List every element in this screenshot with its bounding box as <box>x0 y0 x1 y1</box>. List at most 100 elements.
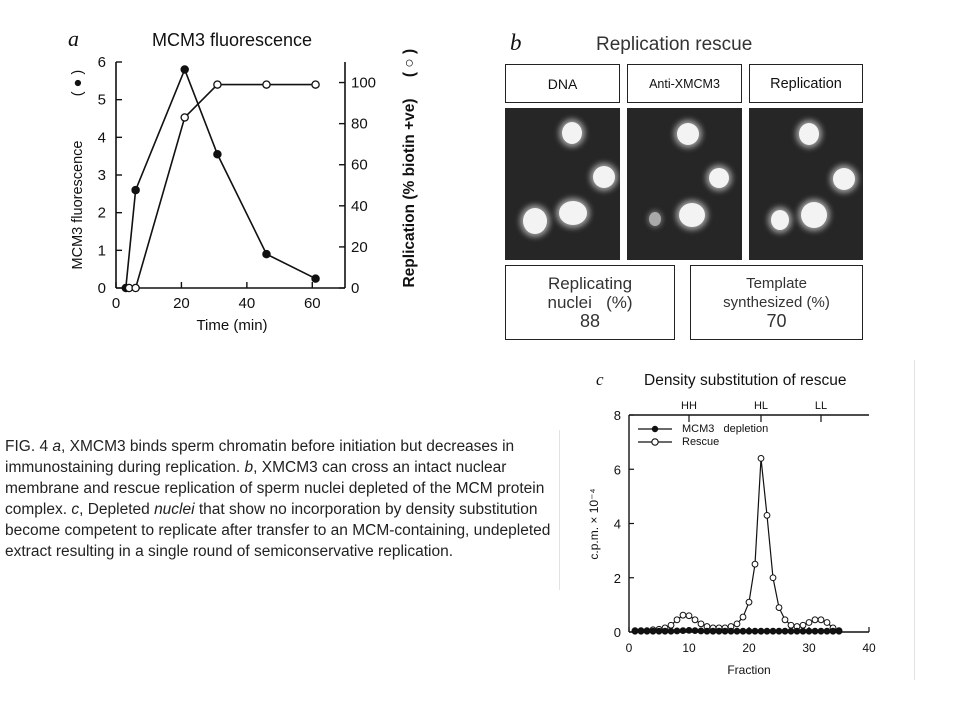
legend-marker-rescue <box>651 438 659 446</box>
caption-fig-label: FIG. 4 <box>5 438 49 455</box>
y-right-tick-label: 20 <box>351 239 368 256</box>
mcm3-depletion-point <box>811 627 819 635</box>
stat-replicating-label-2: nuclei (%) <box>547 293 633 312</box>
caption-c-italic: nuclei <box>154 501 195 518</box>
panel-c-title: Density substitution of rescue <box>644 372 846 389</box>
y-left-tick-label: 5 <box>98 92 106 109</box>
stat-replicating-value: 88 <box>579 311 601 331</box>
micrograph-anti-xmcm3 <box>627 108 742 260</box>
replication-point <box>213 80 222 89</box>
micrograph-dna <box>505 108 620 260</box>
mcm3-depletion-point <box>721 627 729 635</box>
mcm3-depletion-point <box>781 627 789 635</box>
x-tick-label: 60 <box>304 295 321 312</box>
y-right-tick-label: 60 <box>351 157 368 174</box>
rescue-point <box>775 604 783 611</box>
nucleus <box>799 123 819 145</box>
stat-replicating-label-1: Replicating <box>547 274 633 293</box>
nucleus <box>593 166 615 188</box>
c-x-axis-label: Fraction <box>727 663 770 677</box>
label-anti-xmcm3: Anti-XMCM3 <box>627 64 742 103</box>
mcm3-depletion-point <box>685 626 693 634</box>
density-marker-label: HH <box>681 400 697 412</box>
stat-template-label-2: synthesized (%) <box>723 294 830 311</box>
micrograph-replication <box>749 108 863 260</box>
rescue-point <box>691 616 699 624</box>
mcm3-depletion-point <box>679 627 687 635</box>
panel-divider <box>559 430 560 590</box>
rescue-point <box>685 612 693 620</box>
stat-template-synthesized: Template synthesized (%) 70 <box>690 265 863 340</box>
rescue-point <box>799 621 807 629</box>
panel-b-letter: b <box>510 30 522 55</box>
y-axis-left-marker-glyph: ( ● ) <box>70 70 86 96</box>
replication-point <box>180 113 189 122</box>
mcm3-depletion-point <box>697 627 705 635</box>
rescue-point <box>805 619 813 626</box>
rescue-point <box>739 613 747 621</box>
rescue-point <box>787 621 795 629</box>
y-left-tick-label: 6 <box>98 54 106 71</box>
stat-replicating-nuclei: Replicating nuclei (%) 88 <box>505 265 675 340</box>
nucleus <box>709 168 729 188</box>
rescue-point <box>763 511 771 519</box>
mcm3-fluorescence-point <box>311 274 320 283</box>
legend-marker-mcm3-depletion <box>651 425 659 433</box>
rescue-point <box>769 574 777 582</box>
rescue-line <box>635 458 840 632</box>
nucleus <box>559 201 587 225</box>
replication-point <box>262 80 271 89</box>
panel-c-letter: c <box>596 370 604 389</box>
mcm3-depletion-point <box>793 627 801 635</box>
rescue-point <box>811 616 819 624</box>
rescue-point <box>667 621 675 629</box>
panel-a-title: MCM3 fluorescence <box>152 30 312 50</box>
panel-c-chart: c Density substitution of rescue 0 10 20 30… <box>587 370 876 677</box>
mcm3-depletion-point <box>835 627 843 635</box>
nucleus <box>523 208 547 234</box>
mcm3-depletion-point <box>643 627 651 635</box>
mcm3-depletion-point <box>769 627 777 635</box>
mcm3-depletion-point <box>739 627 747 635</box>
mcm3-depletion-point <box>799 627 807 635</box>
legend-label-rescue: Rescue <box>682 436 719 448</box>
mcm3-depletion-point <box>709 627 717 635</box>
y-axis-right-marker-glyph: ( ○ ) <box>401 49 418 77</box>
rescue-point <box>673 616 681 624</box>
mcm3-depletion-point <box>823 627 831 635</box>
mcm3-depletion-point <box>691 627 699 635</box>
density-marker-label: LL <box>815 400 827 412</box>
mcm3-depletion-point <box>673 627 681 635</box>
mcm3-depletion-point <box>817 627 825 635</box>
replication-point <box>131 283 140 293</box>
mcm3-depletion-point <box>787 627 795 635</box>
density-marker-label: HL <box>754 400 768 412</box>
mcm3-depletion-point <box>637 627 645 635</box>
rescue-point <box>751 560 759 568</box>
mcm3-fluorescence-line <box>125 67 316 289</box>
c-y-tick-label: 6 <box>614 462 621 477</box>
x-axis-label: Time (min) <box>196 317 267 334</box>
c-x-tick-label: 20 <box>742 641 756 655</box>
label-dna-text: DNA <box>547 75 578 92</box>
legend-label-mcm3-depletion: MCM3 depletion <box>682 423 768 435</box>
caption-text-a: , XMCM3 binds sperm chromatin before ini… <box>5 438 515 476</box>
c-y-axis-label: c.p.m. × 10⁻⁴ <box>587 488 601 559</box>
replication-point <box>311 80 320 89</box>
mcm3-depletion-point <box>805 627 813 635</box>
c-y-tick-label: 8 <box>614 408 621 423</box>
mcm3-depletion-point <box>727 627 735 635</box>
c-y-tick-label: 2 <box>614 571 621 586</box>
nucleus <box>771 210 789 230</box>
panel-a-chart: a MCM3 fluorescence 0 20 40 600123456020406… <box>68 26 418 334</box>
caption-b-label: b <box>244 459 254 476</box>
c-x-tick-label: 40 <box>862 641 876 655</box>
label-replication: Replication <box>749 64 863 103</box>
x-tick-label: 20 <box>173 295 190 312</box>
nucleus <box>679 203 705 227</box>
y-axis-left-label: MCM3 fluorescence <box>70 141 86 270</box>
y-left-tick-label: 4 <box>98 129 106 146</box>
caption-text-b: , XMCM3 can cross an intact nuclear memb… <box>5 459 545 518</box>
nucleus <box>801 202 827 228</box>
c-x-tick-label: 0 <box>626 641 633 655</box>
